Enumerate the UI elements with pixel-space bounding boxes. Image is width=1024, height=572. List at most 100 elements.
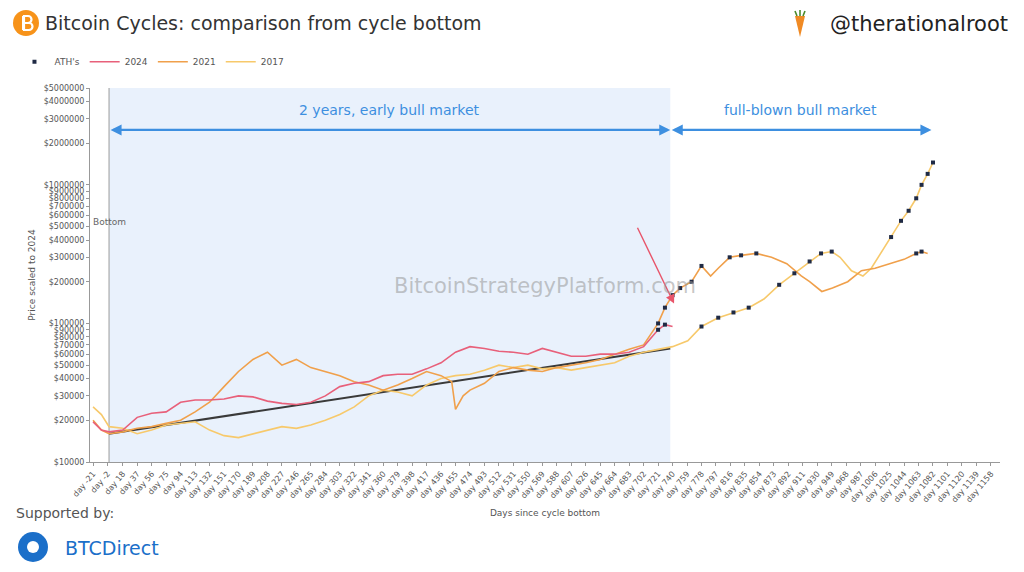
svg-text:day 360: day 360 <box>360 470 388 501</box>
svg-text:Supported by:: Supported by: <box>16 505 114 521</box>
svg-text:day 265: day 265 <box>288 470 316 501</box>
svg-text:day 607: day 607 <box>548 470 576 501</box>
svg-text:day 531: day 531 <box>490 470 518 501</box>
svg-text:day 683: day 683 <box>606 470 634 501</box>
svg-text:day 303: day 303 <box>317 470 345 501</box>
svg-text:day 1006: day 1006 <box>849 470 880 505</box>
svg-text:day 341: day 341 <box>346 470 374 501</box>
svg-text:$90000: $90000 <box>54 326 85 335</box>
svg-text:day 417: day 417 <box>403 470 431 501</box>
svg-text:day 949: day 949 <box>809 470 837 501</box>
svg-text:day 797: day 797 <box>693 470 721 501</box>
svg-text:day 702: day 702 <box>620 470 648 501</box>
svg-text:2021: 2021 <box>193 57 216 67</box>
svg-text:day 436: day 436 <box>418 470 446 501</box>
svg-text:day 911: day 911 <box>780 470 808 501</box>
svg-text:$600000: $600000 <box>49 211 85 220</box>
svg-text:day 227: day 227 <box>259 470 287 501</box>
svg-text:day 56: day 56 <box>132 470 157 497</box>
svg-text:day 398: day 398 <box>389 470 417 501</box>
svg-text:$100000: $100000 <box>49 319 85 328</box>
svg-text:$300000: $300000 <box>49 253 85 262</box>
svg-text:day 94: day 94 <box>161 470 186 497</box>
svg-text:$2000000: $2000000 <box>44 139 85 148</box>
svg-text:day 379: day 379 <box>374 470 402 501</box>
svg-text:$60000: $60000 <box>54 350 85 359</box>
svg-text:BTCDirect: BTCDirect <box>65 537 159 559</box>
svg-text:day 930: day 930 <box>794 470 822 501</box>
svg-text:BitcoinStrategyPlatform.com: BitcoinStrategyPlatform.com <box>394 274 696 298</box>
svg-text:day 113: day 113 <box>172 470 200 501</box>
svg-text:2017: 2017 <box>261 57 284 67</box>
svg-text:$700000: $700000 <box>49 202 85 211</box>
svg-text:Days since cycle bottom: Days since cycle bottom <box>490 508 600 518</box>
svg-text:day 987: day 987 <box>837 470 865 501</box>
svg-text:$70000: $70000 <box>54 341 85 350</box>
svg-text:day 246: day 246 <box>273 470 301 501</box>
svg-text:day 835: day 835 <box>722 470 750 501</box>
svg-text:day 759: day 759 <box>664 470 692 501</box>
svg-text:day 626: day 626 <box>563 470 591 501</box>
svg-text:day 455: day 455 <box>432 470 460 501</box>
svg-text:day 75: day 75 <box>146 470 171 497</box>
svg-text:day 550: day 550 <box>505 470 533 501</box>
svg-text:day 189: day 189 <box>230 470 258 501</box>
svg-text:day -2: day -2 <box>89 470 112 495</box>
svg-text:$10000: $10000 <box>54 458 85 467</box>
svg-text:$80000: $80000 <box>54 333 85 342</box>
svg-text:day 1044: day 1044 <box>878 470 909 505</box>
svg-text:$400000: $400000 <box>49 236 85 245</box>
svg-text:day 721: day 721 <box>635 470 663 501</box>
svg-text:day 132: day 132 <box>186 470 214 501</box>
svg-text:day 37: day 37 <box>117 470 142 497</box>
svg-text:$20000: $20000 <box>54 416 85 425</box>
svg-text:day 588: day 588 <box>534 470 562 501</box>
svg-text:$800000: $800000 <box>49 194 85 203</box>
svg-text:day 816: day 816 <box>707 470 735 501</box>
svg-text:$4000000: $4000000 <box>44 97 85 106</box>
svg-text:day 1063: day 1063 <box>892 470 923 505</box>
svg-text:day 1082: day 1082 <box>907 470 938 505</box>
svg-text:day 873: day 873 <box>751 470 779 501</box>
svg-text:$3000000: $3000000 <box>44 115 85 124</box>
svg-text:day 1025: day 1025 <box>863 470 894 505</box>
svg-text:day 1139: day 1139 <box>950 470 981 505</box>
svg-text:day 322: day 322 <box>331 470 359 501</box>
svg-text:Bitcoin Cycles: comparison fro: Bitcoin Cycles: comparison from cycle bo… <box>45 12 482 34</box>
svg-text:day 778: day 778 <box>678 470 706 501</box>
svg-text:day 740: day 740 <box>649 470 677 501</box>
svg-text:day 18: day 18 <box>103 470 128 497</box>
svg-text:$50000: $50000 <box>54 361 85 370</box>
svg-text:day 474: day 474 <box>447 470 475 501</box>
svg-text:$1000000: $1000000 <box>44 181 85 190</box>
svg-text:Price scaled to 2024: Price scaled to 2024 <box>27 229 37 321</box>
svg-text:day 1158: day 1158 <box>964 470 995 505</box>
svg-text:@therationalroot: @therationalroot <box>830 12 1008 36</box>
svg-text:full-blown bull market: full-blown bull market <box>724 102 877 118</box>
svg-text:day 569: day 569 <box>519 470 547 501</box>
svg-text:day 1101: day 1101 <box>921 470 952 505</box>
svg-text:day 968: day 968 <box>823 470 851 501</box>
svg-text:day 151: day 151 <box>201 470 229 501</box>
svg-text:2024: 2024 <box>125 57 148 67</box>
svg-text:$30000: $30000 <box>54 392 85 401</box>
svg-text:ATH's: ATH's <box>54 57 79 67</box>
svg-text:day 892: day 892 <box>765 470 793 501</box>
svg-text:day 645: day 645 <box>577 470 605 501</box>
svg-text:day -21: day -21 <box>71 470 97 499</box>
svg-text:$500000: $500000 <box>49 222 85 231</box>
svg-text:day 170: day 170 <box>215 470 243 501</box>
svg-text:day 208: day 208 <box>244 470 272 501</box>
svg-text:day 854: day 854 <box>736 470 764 501</box>
svg-text:$900000: $900000 <box>49 187 85 196</box>
svg-text:Bottom: Bottom <box>93 217 126 227</box>
svg-text:day 493: day 493 <box>461 470 489 501</box>
svg-text:2 years, early bull market: 2 years, early bull market <box>299 102 480 118</box>
svg-text:day 284: day 284 <box>302 470 330 501</box>
svg-text:day 664: day 664 <box>591 470 619 501</box>
svg-text:$5000000: $5000000 <box>44 84 85 93</box>
svg-text:$40000: $40000 <box>54 374 85 383</box>
svg-text:day 1120: day 1120 <box>935 470 966 505</box>
svg-text:day 512: day 512 <box>476 470 504 501</box>
svg-text:$200000: $200000 <box>49 278 85 287</box>
